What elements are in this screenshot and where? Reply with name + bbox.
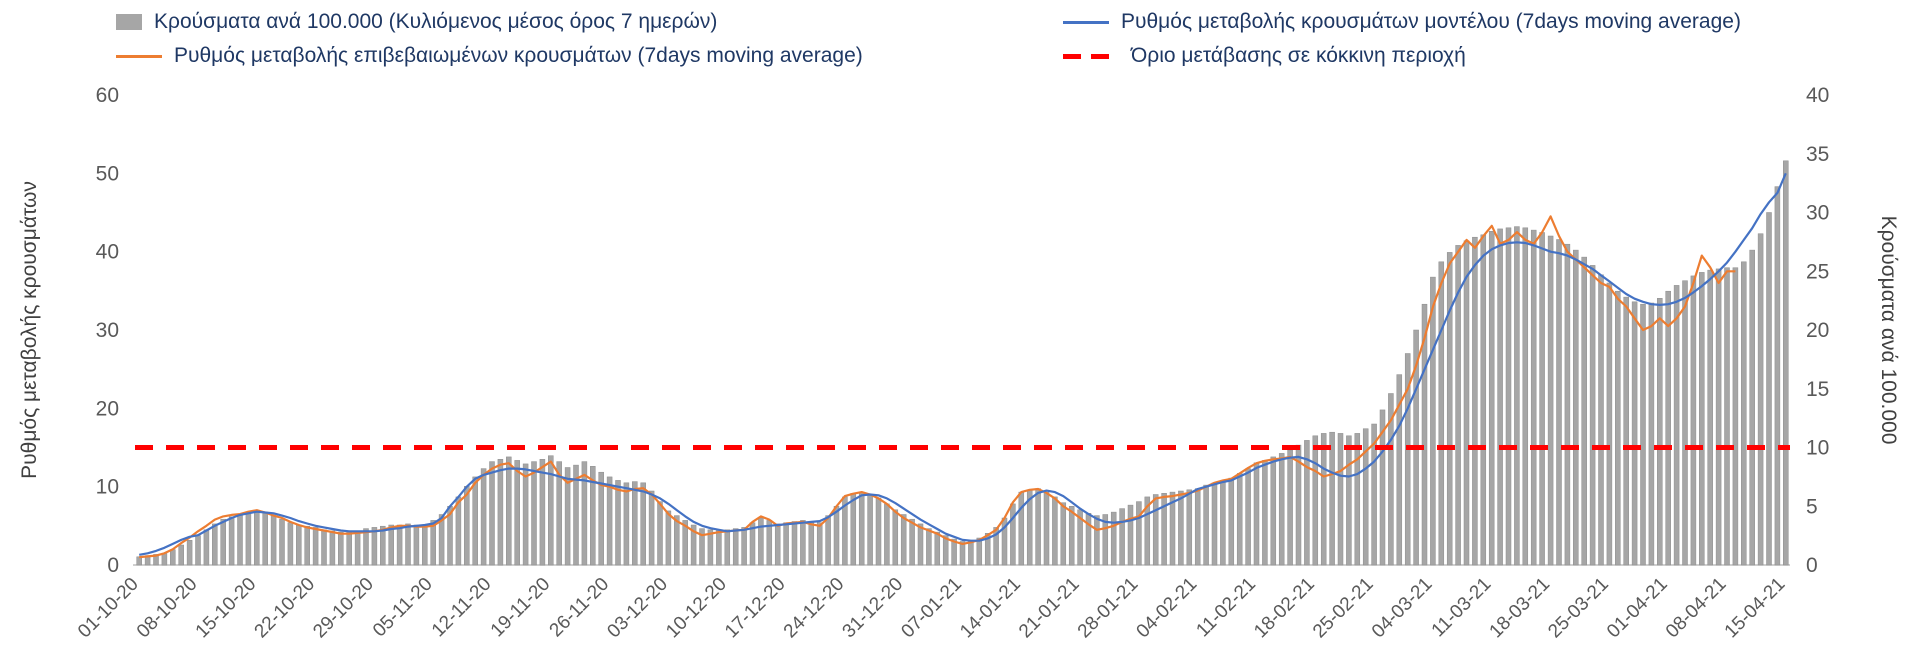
svg-text:05-11-20: 05-11-20 — [369, 574, 437, 642]
svg-text:35: 35 — [1806, 143, 1829, 166]
legend-item-cases-per-100k: Κρούσματα ανά 100.000 (Κυλιόμενος μέσος … — [116, 10, 717, 34]
svg-text:25-03-21: 25-03-21 — [1544, 574, 1613, 643]
legend-label-model-rate: Ρυθμός μεταβολής κρουσμάτων μοντέλου (7d… — [1121, 10, 1741, 33]
legend-label-cases-per-100k: Κρούσματα ανά 100.000 (Κυλιόμενος μέσος … — [154, 10, 718, 33]
right-axis-ticks: 0 5 10 15 20 25 30 35 40 — [1806, 84, 1829, 577]
svg-text:01-04-21: 01-04-21 — [1603, 574, 1672, 643]
svg-text:10-12-20: 10-12-20 — [662, 574, 731, 643]
svg-text:01-10-20: 01-10-20 — [74, 574, 143, 643]
legend-label-red-zone-threshold: Όριο μετάβασης σε κόκκινη περιοχή — [1131, 44, 1466, 67]
svg-text:07-01-21: 07-01-21 — [897, 574, 966, 643]
svg-text:03-12-20: 03-12-20 — [603, 574, 672, 643]
legend-item-red-zone-threshold: Όριο μετάβασης σε κόκκινη περιοχή — [1063, 44, 1466, 68]
svg-text:5: 5 — [1806, 495, 1818, 518]
svg-text:08-10-20: 08-10-20 — [133, 574, 202, 643]
svg-text:0: 0 — [1806, 554, 1818, 577]
model-rate-line — [139, 172, 1787, 556]
left-axis-title: Ρυθμός μεταβολής κρουσμάτων — [18, 181, 41, 479]
svg-text:50: 50 — [96, 162, 119, 185]
svg-text:10: 10 — [1806, 437, 1829, 460]
svg-text:31-12-20: 31-12-20 — [839, 574, 908, 643]
legend-item-confirmed-rate: Ρυθμός μεταβολής επιβεβαιωμένων κρουσμάτ… — [116, 44, 863, 68]
right-axis-title: Κρούσματα ανά 100.000 — [1877, 215, 1900, 445]
svg-text:12-11-20: 12-11-20 — [428, 574, 496, 642]
svg-text:17-12-20: 17-12-20 — [721, 574, 790, 643]
svg-text:30: 30 — [96, 319, 119, 342]
svg-text:24-12-20: 24-12-20 — [780, 574, 849, 643]
bar-series-swatch-icon — [116, 14, 142, 30]
svg-text:28-01-21: 28-01-21 — [1074, 574, 1143, 643]
svg-text:20: 20 — [96, 397, 119, 420]
svg-text:25: 25 — [1806, 260, 1829, 283]
svg-text:18-02-21: 18-02-21 — [1250, 574, 1319, 643]
svg-text:40: 40 — [96, 241, 119, 264]
svg-text:60: 60 — [96, 84, 119, 107]
svg-text:15-04-21: 15-04-21 — [1721, 574, 1790, 643]
svg-text:11-03-21: 11-03-21 — [1428, 574, 1496, 642]
svg-text:25-02-21: 25-02-21 — [1309, 574, 1378, 643]
svg-text:0: 0 — [107, 554, 119, 577]
svg-text:04-03-21: 04-03-21 — [1368, 574, 1437, 643]
svg-text:20: 20 — [1806, 319, 1829, 342]
svg-text:15-10-20: 15-10-20 — [192, 574, 261, 643]
svg-text:21-01-21: 21-01-21 — [1015, 574, 1084, 643]
svg-text:22-10-20: 22-10-20 — [251, 574, 320, 643]
svg-text:40: 40 — [1806, 84, 1829, 107]
legend-item-model-rate: Ρυθμός μεταβολής κρουσμάτων μοντέλου (7d… — [1063, 10, 1741, 34]
svg-text:29-10-20: 29-10-20 — [309, 574, 378, 643]
left-axis-ticks: 0 10 20 30 40 50 60 — [96, 84, 119, 577]
svg-text:04-02-21: 04-02-21 — [1133, 574, 1202, 643]
svg-text:14-01-21: 14-01-21 — [956, 574, 1025, 643]
svg-text:11-02-21: 11-02-21 — [1192, 574, 1260, 642]
svg-text:18-03-21: 18-03-21 — [1486, 574, 1555, 643]
bars-series — [136, 160, 1789, 566]
svg-text:10: 10 — [96, 476, 119, 499]
orange-line-swatch-icon — [116, 54, 162, 58]
svg-text:15: 15 — [1806, 378, 1829, 401]
svg-text:19-11-20: 19-11-20 — [487, 574, 555, 642]
confirmed-rate-line — [139, 215, 1736, 559]
blue-line-swatch-icon — [1063, 20, 1109, 24]
svg-text:08-04-21: 08-04-21 — [1662, 574, 1731, 643]
red-dashed-swatch-icon — [1063, 53, 1119, 59]
svg-text:30: 30 — [1806, 202, 1829, 225]
legend-label-confirmed-rate: Ρυθμός μεταβολής επιβεβαιωμένων κρουσμάτ… — [174, 44, 863, 67]
svg-text:26-11-20: 26-11-20 — [546, 574, 614, 642]
x-axis-ticks: 01-10-2008-10-2015-10-2022-10-2029-10-20… — [74, 574, 1789, 643]
